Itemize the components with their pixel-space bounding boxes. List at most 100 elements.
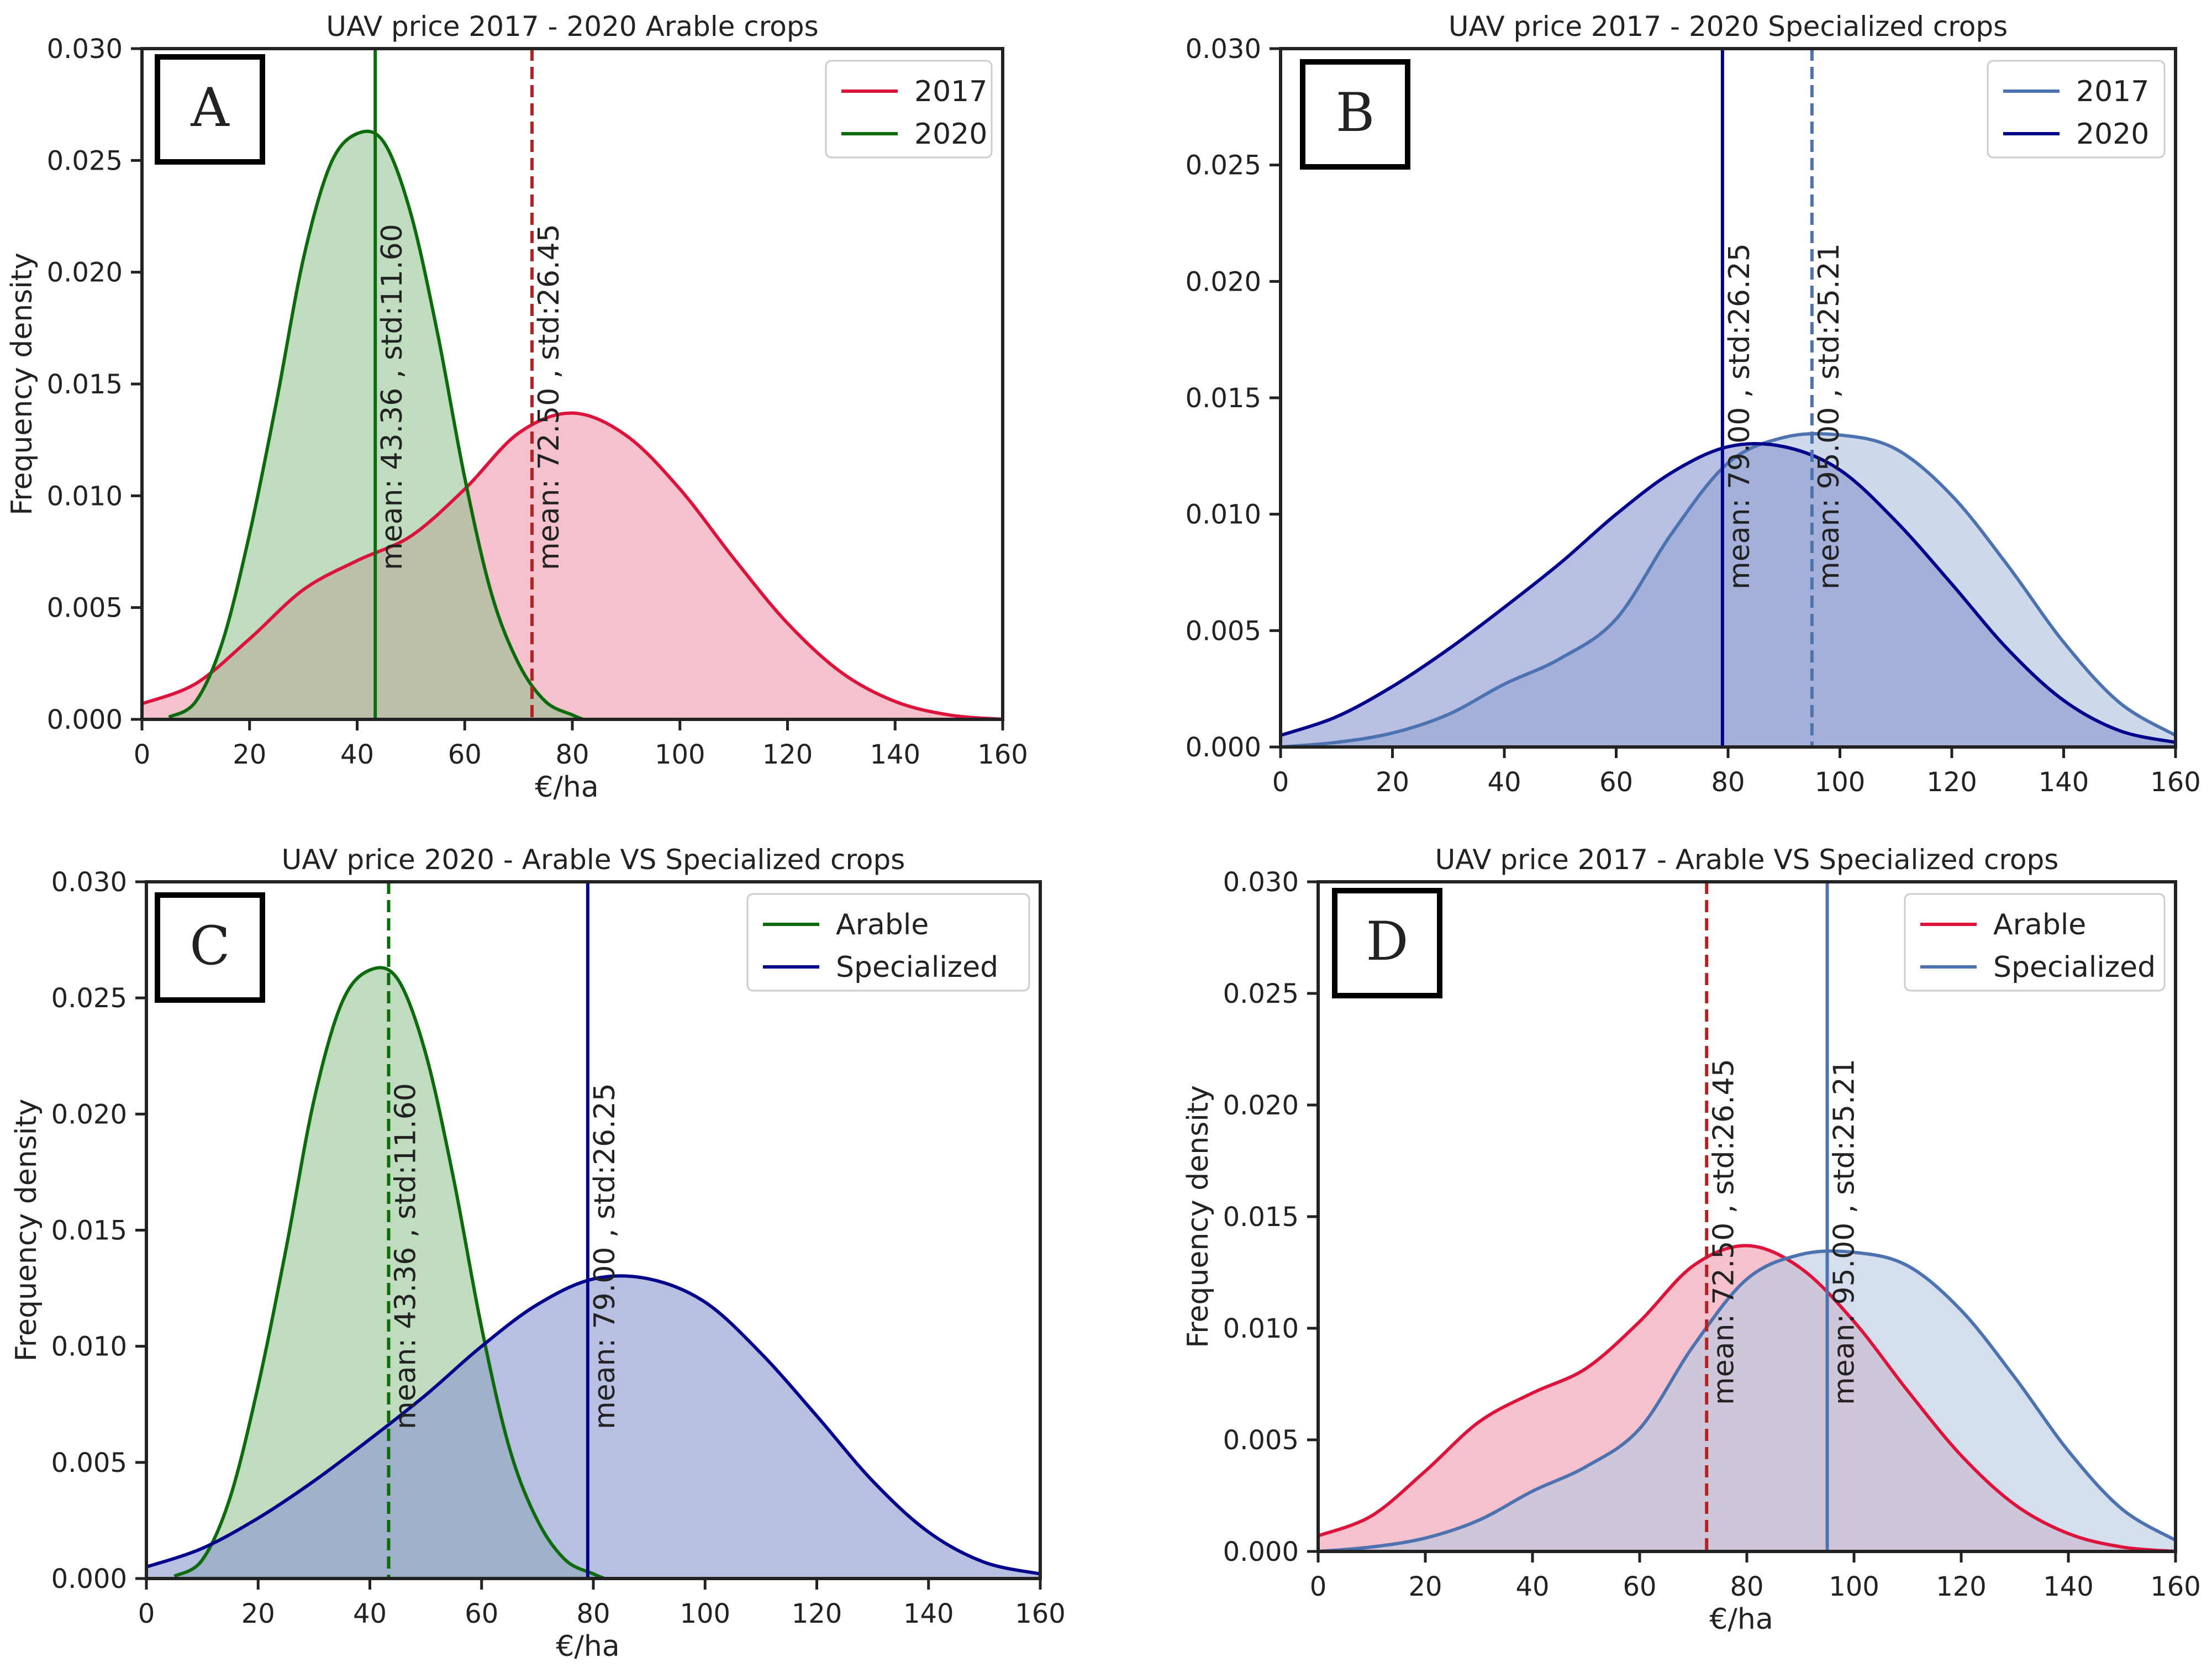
y-tick-label: 0.015 (47, 369, 123, 400)
legend-entry-2: 2020 (914, 118, 987, 151)
mean-label-2: mean: 95.00 , std:25.21 (1813, 243, 1846, 590)
panel-letter-box: A (155, 54, 265, 165)
y-tick-label: 0.025 (1223, 978, 1299, 1009)
x-tick-label: 0 (1310, 1571, 1327, 1602)
y-tick-label: 0.005 (47, 593, 123, 624)
y-axis-label: Frequency density (10, 1099, 43, 1362)
x-tick-label: 40 (1515, 1571, 1549, 1602)
chart-title: UAV price 2020 - Arable VS Specialized c… (282, 844, 905, 876)
y-tick-label: 0.010 (1186, 499, 1261, 530)
x-tick-label: 120 (1926, 767, 1977, 798)
y-axis-label: Frequency density (1182, 1085, 1215, 1348)
x-tick-label: 20 (1408, 1571, 1442, 1602)
y-tick-label: 0.005 (1223, 1425, 1299, 1456)
x-tick-label: 60 (448, 739, 482, 770)
y-tick-label: 0.000 (47, 704, 123, 735)
series-group (1281, 432, 2176, 747)
legend-entry-2: Specialized (1993, 951, 2156, 984)
density-line-specialized (146, 1274, 1040, 1576)
y-tick-label: 0.010 (47, 481, 123, 512)
x-tick-label: 40 (340, 739, 374, 770)
x-tick-label: 0 (134, 739, 151, 770)
panel-d: mean: 72.50 , std:26.45 mean: 95.00 , std… (1182, 844, 2201, 1636)
panel-letter-box: B (1300, 59, 1410, 170)
mean-label-1: mean: 79.00 , std:26.25 (1723, 243, 1756, 590)
y-tick-label: 0.000 (1186, 732, 1261, 763)
x-tick-label: 0 (138, 1598, 155, 1629)
density-line-2017 (142, 411, 1003, 719)
legend-entry-1: 2017 (914, 75, 987, 108)
chart-title: UAV price 2017 - Arable VS Specialized c… (1435, 844, 2059, 876)
y-tick-label: 0.010 (1223, 1313, 1299, 1344)
density-line-2020 (1281, 442, 2176, 744)
panel-letter-frame (155, 54, 265, 165)
y-tick-label: 0.030 (51, 867, 127, 898)
x-tick-label: 140 (2043, 1571, 2094, 1602)
x-tick-label: 80 (1730, 1571, 1763, 1602)
x-axis: 0 20 40 60 80 100 120 140 160 (1310, 1551, 2201, 1602)
x-tick-label: 40 (353, 1598, 387, 1629)
x-tick-label: 140 (870, 739, 920, 770)
x-tick-label: 0 (1272, 767, 1289, 798)
panel-letter-box: D (1332, 888, 1442, 998)
panel-letter: D (1366, 911, 1409, 972)
legend: Arable Specialized (746, 893, 1030, 992)
x-axis-label: €/ha (535, 771, 598, 804)
y-axis: 0.000 0.005 0.010 0.015 0.020 0.025 0.030 (51, 867, 146, 1595)
chart-title: UAV price 2017 - 2020 Arable crops (326, 10, 818, 43)
y-tick-label: 0.020 (1223, 1090, 1299, 1121)
x-axis: 0 20 40 60 80 100 120 140 160 (138, 1579, 1066, 1629)
x-tick-label: 120 (1936, 1571, 1987, 1602)
y-tick-label: 0.015 (1223, 1202, 1299, 1233)
x-axis-label: €/ha (556, 1630, 619, 1663)
y-tick-label: 0.020 (1186, 266, 1261, 297)
y-tick-label: 0.025 (51, 983, 127, 1014)
density-line-2017 (1281, 432, 2176, 747)
mean-label-1: mean: 43.36 , std:11.60 (389, 1083, 422, 1429)
y-tick-label: 0.015 (1186, 383, 1261, 414)
y-tick-label: 0.015 (51, 1216, 127, 1246)
x-tick-label: 100 (1829, 1571, 1879, 1602)
mean-label-2: mean: 95.00 , std:25.21 (1828, 1059, 1861, 1405)
legend: Arable Specialized (1904, 893, 2166, 992)
y-tick-label: 0.005 (51, 1448, 127, 1479)
y-tick-label: 0.020 (51, 1099, 127, 1130)
x-tick-label: 140 (903, 1598, 954, 1629)
density-line-arable (173, 966, 605, 1579)
y-tick-label: 0.020 (47, 257, 123, 288)
density-area-specialized (1318, 1251, 2176, 1551)
x-tick-label: 80 (576, 1598, 610, 1629)
y-tick-label: 0.030 (1223, 867, 1299, 898)
x-tick-label: 40 (1487, 767, 1521, 798)
y-axis: 0.000 0.005 0.010 0.015 0.020 0.025 0.030 (47, 34, 142, 735)
x-tick-label: 100 (1815, 767, 1866, 798)
panel-a: mean: 43.36 , std:11.60 mean: 72.50 , std… (6, 10, 1028, 804)
x-tick-label: 100 (655, 739, 705, 770)
mean-label-1: mean: 72.50 , std:26.45 (1707, 1059, 1740, 1405)
series-group (142, 129, 1003, 719)
density-line-arable (1318, 1244, 2176, 1551)
y-tick-label: 0.005 (1186, 615, 1261, 646)
y-tick-label: 0.000 (1223, 1537, 1299, 1567)
chart-title: UAV price 2017 - 2020 Specialized crops (1449, 10, 2008, 43)
y-tick-label: 0.030 (1186, 34, 1261, 65)
y-tick-label: 0.010 (51, 1332, 127, 1362)
x-tick-label: 120 (762, 739, 813, 770)
panel-letter: C (189, 915, 230, 977)
panel-letter-frame (1300, 59, 1410, 170)
legend-entry-2: Specialized (836, 951, 998, 984)
x-axis-label: €/ha (1709, 1603, 1773, 1636)
x-axis: 0 20 40 60 80 100 120 140 160 (1272, 747, 2201, 798)
y-axis: 0.000 0.005 0.010 0.015 0.020 0.025 0.030 (1186, 34, 1281, 763)
legend-entry-1: 2017 (2076, 75, 2149, 108)
x-tick-label: 120 (792, 1598, 842, 1629)
panel-letter: B (1336, 82, 1375, 144)
mean-label-1: mean: 43.36 , std:11.60 (376, 224, 409, 570)
panel-letter: A (190, 77, 230, 139)
x-tick-label: 80 (555, 739, 589, 770)
x-tick-label: 80 (1711, 767, 1745, 798)
y-tick-label: 0.025 (1186, 150, 1261, 181)
x-tick-label: 20 (1376, 767, 1409, 798)
x-tick-label: 100 (680, 1598, 730, 1629)
